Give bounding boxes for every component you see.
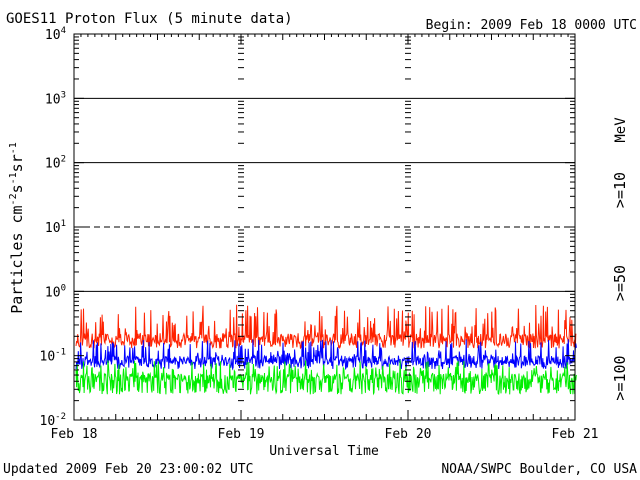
- series-line-0: [75, 304, 577, 350]
- legend-ge100: >=100: [611, 355, 629, 400]
- x-tick-label: Feb 19: [218, 427, 265, 442]
- series-line-1: [75, 339, 577, 371]
- y-tick-label: 103: [45, 90, 66, 107]
- chart-title: GOES11 Proton Flux (5 minute data): [6, 11, 293, 27]
- x-tick-label: Feb 20: [385, 427, 432, 442]
- legend-unit-mev: MeV: [613, 117, 629, 143]
- legend-ge10: >=10: [611, 172, 629, 208]
- credit: NOAA/SWPC Boulder, CO USA: [441, 462, 637, 477]
- y-tick-label: 10-2: [40, 412, 67, 429]
- x-axis-label: Universal Time: [269, 444, 379, 459]
- series-layer: [75, 304, 577, 396]
- x-tick-label: Feb 18: [51, 427, 98, 442]
- y-tick-label: 100: [45, 283, 66, 300]
- updated-time: Updated 2009 Feb 20 23:00:02 UTC: [3, 462, 253, 477]
- begin-time: Begin: 2009 Feb 18 0000 UTC: [426, 18, 637, 33]
- grid-layer: [74, 97, 575, 292]
- series-line-2: [75, 360, 577, 396]
- y-tick-label: 10-1: [40, 348, 67, 365]
- x-tick-label: Feb 21: [552, 427, 599, 442]
- plot-frame: [73, 33, 576, 421]
- legend-ge50: >=50: [611, 265, 629, 301]
- y-tick-label: 101: [45, 219, 66, 236]
- y-tick-label: 102: [45, 155, 66, 172]
- y-tick-label: 104: [45, 26, 66, 43]
- y-axis-label: Particles cm-2s-1sr-1: [8, 142, 26, 314]
